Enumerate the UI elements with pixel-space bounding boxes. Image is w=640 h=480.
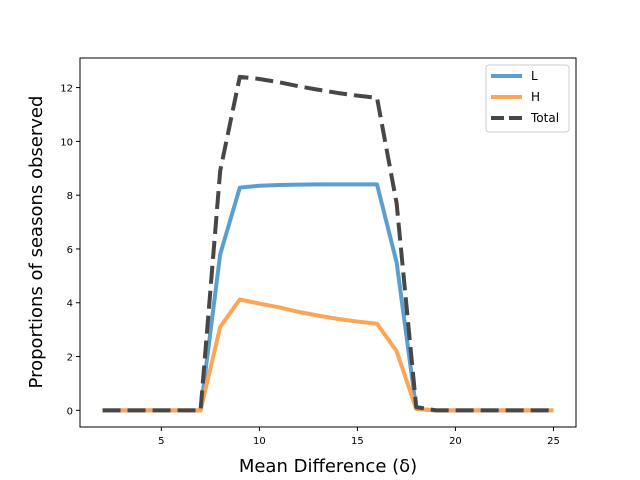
x-tick-label: 5: [158, 436, 164, 447]
y-axis: 0 2 4 6 8 10 12: [60, 84, 80, 417]
y-axis-label: Proportions of seasons observed: [26, 96, 47, 389]
y-tick-label: 6: [67, 245, 73, 256]
plot-frame: [79, 57, 577, 428]
y-tick-label: 0: [67, 406, 73, 417]
x-tick-label: 10: [253, 436, 266, 447]
x-axis-label: Mean Difference (δ): [239, 456, 417, 477]
legend-label-h: H: [531, 90, 540, 104]
legend: LH Total: [485, 64, 570, 133]
legend-box: [485, 64, 570, 133]
legend-label-l: L: [531, 69, 538, 83]
x-tick-label: 20: [449, 436, 462, 447]
x-tick-label: 15: [351, 436, 364, 447]
legend-label-total: Total: [530, 111, 559, 125]
series-layer: [102, 74, 554, 413]
y-tick-label: 2: [67, 353, 73, 364]
y-tick-label: 12: [60, 84, 73, 95]
series-line-total: [102, 74, 554, 413]
y-tick-label: 4: [67, 299, 73, 310]
x-axis: 5 10 15 20 25: [158, 427, 560, 447]
y-tick-label: 8: [67, 191, 73, 202]
x-tick-label: 25: [547, 436, 560, 447]
y-tick-label: 10: [60, 137, 73, 148]
